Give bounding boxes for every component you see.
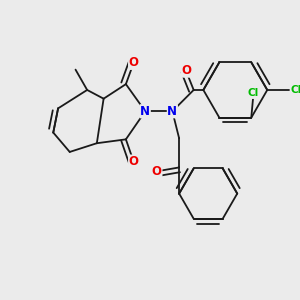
Text: Cl: Cl bbox=[291, 85, 300, 95]
Text: O: O bbox=[152, 165, 162, 178]
Text: O: O bbox=[129, 155, 139, 168]
Text: O: O bbox=[181, 64, 191, 77]
Text: Cl: Cl bbox=[248, 88, 259, 98]
Text: N: N bbox=[167, 105, 177, 118]
Text: N: N bbox=[140, 105, 150, 118]
Text: O: O bbox=[129, 56, 139, 69]
